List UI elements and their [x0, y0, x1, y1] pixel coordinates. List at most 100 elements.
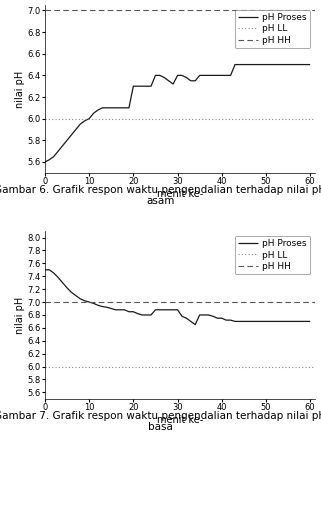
- pH Proses: [238, 319, 241, 325]
- pH Proses: [171, 81, 175, 87]
- Text: Gambar 6. Grafik respon waktu pengendalian terhadap nilai pH
asam: Gambar 6. Grafik respon waktu pengendali…: [0, 185, 321, 206]
- pH Proses: [180, 72, 184, 78]
- pH Proses: [233, 319, 237, 325]
- pH Proses: [233, 61, 237, 68]
- pH Proses: [87, 116, 91, 122]
- pH Proses: [105, 105, 109, 111]
- pH Proses: [140, 83, 144, 89]
- pH Proses: [220, 72, 224, 78]
- pH Proses: [70, 290, 74, 296]
- pH Proses: [167, 78, 171, 84]
- pH Proses: [211, 72, 215, 78]
- pH Proses: [91, 110, 95, 116]
- Line: pH Proses: pH Proses: [45, 65, 310, 162]
- Legend: pH Proses, pH LL, pH HH: pH Proses, pH LL, pH HH: [235, 236, 310, 274]
- pH Proses: [193, 322, 197, 328]
- pH Proses: [52, 270, 56, 276]
- pH Proses: [43, 267, 47, 273]
- Line: pH Proses: pH Proses: [45, 270, 310, 325]
- pH Proses: [229, 317, 232, 323]
- pH Proses: [56, 274, 60, 280]
- pH Proses: [114, 307, 117, 313]
- pH Proses: [224, 72, 228, 78]
- pH Proses: [158, 307, 162, 313]
- pH Proses: [65, 137, 69, 143]
- pH Proses: [242, 61, 246, 68]
- pH Proses: [105, 304, 109, 310]
- pH Proses: [123, 307, 126, 313]
- pH Proses: [308, 319, 312, 325]
- pH Proses: [207, 72, 211, 78]
- pH Proses: [215, 315, 219, 321]
- pH Proses: [61, 280, 65, 286]
- pH Proses: [140, 312, 144, 318]
- pH Proses: [198, 72, 202, 78]
- pH Proses: [176, 72, 179, 78]
- pH HH: [48, 299, 51, 305]
- Legend: pH Proses, pH LL, pH HH: pH Proses, pH LL, pH HH: [235, 10, 310, 48]
- pH Proses: [100, 105, 104, 111]
- X-axis label: menit ke-: menit ke-: [157, 415, 203, 425]
- pH Proses: [215, 72, 219, 78]
- pH Proses: [162, 307, 166, 313]
- pH Proses: [48, 267, 51, 273]
- pH Proses: [43, 159, 47, 165]
- Text: Gambar 7. Grafik respon waktu pengendalian terhadap nilai pH
basa: Gambar 7. Grafik respon waktu pengendali…: [0, 411, 321, 432]
- pH Proses: [202, 312, 206, 318]
- pH Proses: [153, 72, 157, 78]
- pH Proses: [189, 319, 193, 325]
- pH Proses: [109, 105, 113, 111]
- pH Proses: [127, 105, 131, 111]
- pH Proses: [78, 296, 82, 302]
- pH Proses: [153, 307, 157, 313]
- pH Proses: [131, 309, 135, 315]
- pH Proses: [202, 72, 206, 78]
- pH Proses: [167, 307, 171, 313]
- pH Proses: [185, 315, 188, 321]
- pH Proses: [123, 105, 126, 111]
- pH Proses: [56, 148, 60, 154]
- pH Proses: [136, 310, 140, 316]
- pH Proses: [189, 78, 193, 84]
- pH Proses: [61, 143, 65, 149]
- pH Proses: [91, 300, 95, 306]
- pH Proses: [96, 107, 100, 113]
- pH Proses: [70, 132, 74, 138]
- X-axis label: menit ke-: menit ke-: [157, 188, 203, 199]
- pH Proses: [211, 313, 215, 320]
- Y-axis label: nilai pH: nilai pH: [15, 70, 25, 108]
- pH Proses: [158, 72, 162, 78]
- pH HH: [43, 299, 47, 305]
- pH Proses: [308, 61, 312, 68]
- pH Proses: [238, 61, 241, 68]
- pH Proses: [136, 83, 140, 89]
- pH Proses: [118, 105, 122, 111]
- pH Proses: [100, 304, 104, 310]
- pH Proses: [224, 317, 228, 323]
- pH Proses: [48, 156, 51, 163]
- pH Proses: [149, 312, 153, 318]
- pH Proses: [52, 153, 56, 160]
- pH Proses: [207, 312, 211, 318]
- pH Proses: [198, 312, 202, 318]
- Y-axis label: nilai pH: nilai pH: [15, 296, 25, 334]
- pH Proses: [145, 83, 149, 89]
- pH LL: [48, 364, 51, 370]
- pH Proses: [114, 105, 117, 111]
- pH LL: [48, 116, 51, 122]
- pH Proses: [109, 305, 113, 311]
- pH Proses: [162, 75, 166, 81]
- pH LL: [43, 364, 47, 370]
- pH Proses: [83, 298, 87, 304]
- pH Proses: [176, 307, 179, 313]
- pH Proses: [78, 121, 82, 127]
- pH HH: [48, 8, 51, 14]
- pH Proses: [193, 78, 197, 84]
- pH HH: [43, 8, 47, 14]
- pH Proses: [180, 313, 184, 320]
- pH Proses: [229, 72, 232, 78]
- pH LL: [43, 116, 47, 122]
- pH Proses: [74, 126, 78, 133]
- pH Proses: [83, 118, 87, 124]
- pH Proses: [127, 309, 131, 315]
